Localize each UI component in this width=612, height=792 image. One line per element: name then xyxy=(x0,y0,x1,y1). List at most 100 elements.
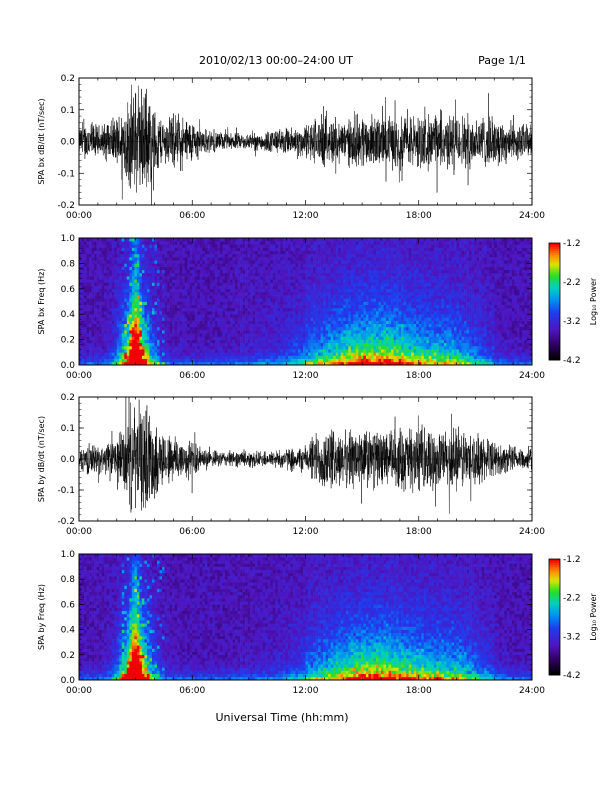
spectrogram-cell xyxy=(197,333,201,337)
spectrogram-cell xyxy=(308,311,311,315)
spectrogram-cell xyxy=(235,272,238,277)
spectrogram-cell xyxy=(84,352,87,356)
spectrogram-cell xyxy=(338,298,342,302)
spectrogram-cell xyxy=(177,355,180,359)
spectrogram-cell xyxy=(144,263,148,267)
spectrogram-cell xyxy=(295,339,299,344)
spectrogram-cell xyxy=(141,257,145,261)
spectrogram-cell xyxy=(89,358,92,363)
spectrogram-cell xyxy=(81,285,85,290)
spectrogram-cell xyxy=(199,263,203,267)
spectrogram-cell xyxy=(194,250,198,255)
spectrogram-cell xyxy=(242,301,246,305)
spectrogram-cell xyxy=(260,355,264,359)
spectrogram-cell xyxy=(297,266,301,271)
spectrogram-cell xyxy=(368,253,372,258)
spectrogram-cell xyxy=(313,330,316,334)
spectrogram-cell xyxy=(252,295,256,299)
spectrogram-cell xyxy=(255,238,258,242)
spectrogram-cell xyxy=(224,276,228,280)
spectrogram-cell xyxy=(172,241,175,245)
spectrogram-cell xyxy=(267,291,271,296)
spectrogram-cell xyxy=(368,352,372,356)
spectrogram-cell xyxy=(227,349,231,353)
spectrogram-cell xyxy=(318,247,321,251)
spectrogram-cell xyxy=(300,266,304,271)
spectrogram-cell xyxy=(207,358,211,363)
spectrogram-cell xyxy=(365,323,369,328)
spectrogram-cell xyxy=(240,282,243,286)
spectrogram-cell xyxy=(295,298,299,302)
spectrogram-cell xyxy=(197,238,201,242)
spectrogram-cell xyxy=(209,279,213,283)
spectrogram-cell xyxy=(378,276,382,280)
spectrogram-cell xyxy=(290,330,294,334)
spectrogram-cell xyxy=(167,314,170,318)
spectrogram-cell xyxy=(94,339,97,344)
spectrogram-cell xyxy=(212,320,216,325)
spectrogram-cell xyxy=(290,345,294,350)
spectrogram-cell xyxy=(136,317,140,321)
spectrogram-cell xyxy=(381,257,384,261)
spectrogram-cell xyxy=(96,349,100,353)
spectrogram-cell xyxy=(378,272,382,277)
spectrogram-cell xyxy=(136,311,140,315)
spectrogram-cell xyxy=(111,247,115,251)
spectrogram-cell xyxy=(285,279,289,283)
spectrogram-cell xyxy=(169,272,173,277)
spectrogram-cell xyxy=(86,339,90,344)
spectrogram-cell xyxy=(358,345,362,350)
spectrogram-cell xyxy=(111,295,115,299)
spectrogram-cell xyxy=(230,253,233,258)
spectrogram-cell xyxy=(202,320,206,325)
spectrogram-cell xyxy=(99,358,102,363)
spectrogram-cell xyxy=(290,333,294,337)
spectrogram-cell xyxy=(318,301,321,305)
spectrogram-cell xyxy=(265,291,269,296)
spectrogram-cell xyxy=(292,330,296,334)
spectrogram-cell xyxy=(381,276,384,280)
spectrogram-cell xyxy=(318,330,321,334)
spectrogram-cell xyxy=(174,345,178,350)
spectrogram-cell xyxy=(96,326,100,331)
spectrogram-cell xyxy=(355,323,359,328)
spectrogram-cell xyxy=(280,241,284,245)
spectrogram-cell xyxy=(214,339,218,344)
spectrogram-cell xyxy=(99,247,102,251)
spectrogram-cell xyxy=(287,260,291,264)
spectrogram-cell xyxy=(375,291,379,296)
spectrogram-cell xyxy=(247,260,251,264)
spectrogram-cell xyxy=(275,339,279,344)
spectrogram-cell xyxy=(308,304,311,309)
spectrogram-cell xyxy=(116,320,120,325)
spectrogram-cell xyxy=(245,317,248,321)
spectrogram-cell xyxy=(164,266,168,271)
spectrogram-cell xyxy=(96,250,100,255)
spectrogram-cell xyxy=(96,276,100,280)
spectrogram-cell xyxy=(144,282,148,286)
spectrogram-cell xyxy=(265,298,269,302)
spectrogram-cell xyxy=(328,288,331,293)
spectrogram-cell xyxy=(154,333,158,337)
spectrogram-cell xyxy=(164,238,168,242)
spectrogram-cell xyxy=(81,279,85,283)
spectrogram-cell xyxy=(338,330,342,334)
spectrogram-cell xyxy=(318,311,321,315)
spectrogram-cell xyxy=(182,330,185,334)
spectrogram-cell xyxy=(109,269,113,274)
spectrogram-cell xyxy=(335,279,339,283)
spectrogram-cell xyxy=(375,282,379,286)
spectrogram-cell xyxy=(237,288,241,293)
spectrogram-cell xyxy=(182,241,185,245)
spectrogram-cell xyxy=(106,241,110,245)
spectrogram-cell xyxy=(325,304,329,309)
spectrogram-cell xyxy=(338,247,342,251)
spectrogram-cell xyxy=(187,241,191,245)
spectrogram-cell xyxy=(157,314,160,318)
spectrogram-cell xyxy=(94,253,97,258)
spectrogram-cell xyxy=(91,339,95,344)
spectrogram-cell xyxy=(235,244,238,248)
spectrogram-cell xyxy=(114,253,118,258)
spectrogram-cell xyxy=(154,326,158,331)
spectrogram-cell xyxy=(365,317,369,321)
